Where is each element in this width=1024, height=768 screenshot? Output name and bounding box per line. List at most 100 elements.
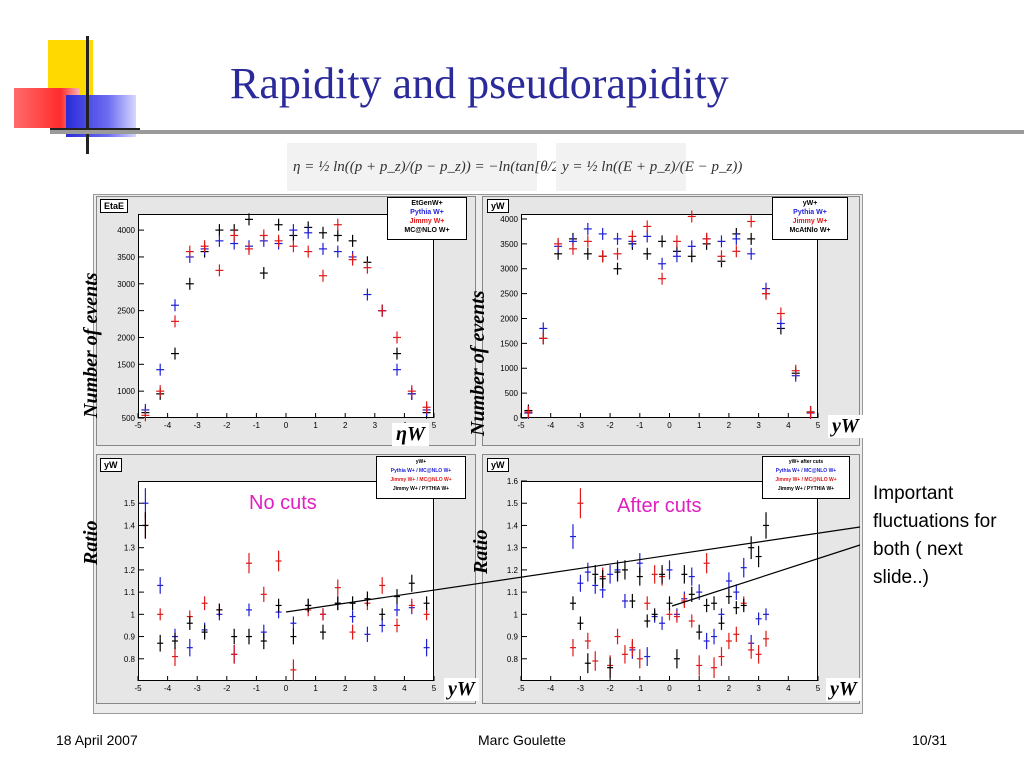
data-point (717, 235, 726, 248)
chart-etae-ylabel: Number of events (80, 272, 102, 418)
y-tick-label: 1.3 (124, 544, 136, 553)
data-point (349, 624, 356, 640)
x-tick-label: 5 (816, 421, 821, 430)
data-point (644, 614, 651, 628)
data-point (378, 304, 387, 317)
data-point (592, 565, 599, 584)
y-tick-label: 0.8 (507, 655, 519, 664)
data-point (666, 596, 673, 611)
data-point (156, 385, 165, 398)
data-point (628, 230, 637, 243)
x-tick-label: 4 (786, 421, 791, 430)
data-point (748, 641, 755, 659)
x-tick-label: 3 (756, 684, 761, 693)
data-point (643, 247, 652, 260)
data-point (216, 603, 223, 617)
data-point (806, 406, 815, 419)
data-point (755, 645, 762, 664)
data-point (569, 638, 576, 657)
data-point (725, 632, 732, 650)
data-point (333, 229, 342, 242)
data-point (231, 645, 238, 664)
data-point (290, 616, 297, 630)
data-point (740, 598, 747, 613)
x-tick-label: -2 (223, 421, 231, 430)
data-point (696, 624, 703, 640)
chart-yw-title: yW (487, 199, 509, 213)
data-point (423, 596, 430, 611)
corner-deco-hline (50, 128, 140, 131)
data-point (763, 608, 770, 621)
data-point (718, 616, 725, 630)
legend-entry: Pythia W+ (793, 209, 827, 216)
annotation-note: Important fluctuations for both ( next s… (873, 483, 997, 588)
data-point (259, 267, 268, 280)
data-point (717, 250, 726, 263)
data-point (393, 347, 401, 360)
y-tick-label: 1.2 (124, 566, 136, 575)
data-point (569, 596, 576, 611)
data-point (363, 261, 372, 274)
data-point (246, 628, 252, 645)
data-point (733, 626, 740, 642)
data-point (672, 250, 681, 263)
x-tick-label: 0 (667, 684, 672, 693)
data-point (584, 562, 591, 582)
chart-ratio-aftercuts-xlabel: yW (826, 678, 861, 701)
data-point (577, 488, 584, 519)
x-tick-label: -2 (607, 421, 615, 430)
data-point (607, 565, 614, 584)
legend-entry: EtGenW+ (411, 200, 443, 207)
x-tick-label: -4 (164, 684, 172, 693)
data-point (320, 608, 326, 621)
y-tick-label: 1.4 (124, 521, 136, 530)
data-point (763, 630, 770, 647)
data-point (289, 224, 298, 237)
y-tick-label: 0.8 (124, 655, 136, 664)
x-tick-label: 1 (313, 421, 318, 430)
x-tick-label: 4 (786, 684, 791, 693)
title-rule (50, 130, 1024, 134)
data-point (274, 218, 283, 231)
data-point (703, 598, 710, 613)
data-point (614, 628, 621, 645)
data-point (364, 626, 371, 642)
data-point (583, 247, 592, 260)
data-point (304, 226, 313, 239)
data-point (245, 242, 253, 255)
y-tick-label: 3000 (117, 280, 135, 289)
data-point (666, 560, 673, 580)
data-point (607, 657, 614, 678)
x-tick-label: -3 (194, 421, 202, 430)
data-point (260, 632, 267, 650)
data-point (290, 659, 297, 681)
data-point (584, 632, 591, 650)
y-tick-label: 500 (122, 414, 136, 423)
data-point (659, 616, 666, 630)
chart-yw-ylabel: Number of events (467, 290, 489, 436)
data-point (215, 264, 224, 277)
data-point (185, 277, 194, 290)
data-point (554, 237, 563, 250)
y-tick-label: 1000 (117, 387, 135, 396)
data-point (246, 603, 252, 617)
x-tick-label: -5 (517, 684, 525, 693)
data-point (703, 632, 710, 650)
chart-ratio-aftercuts-title: yW (487, 458, 509, 472)
data-point (171, 299, 179, 312)
data-point (747, 232, 756, 245)
data-point (644, 647, 651, 666)
y-tick-label: 0 (514, 414, 519, 423)
x-tick-label: -5 (134, 684, 142, 693)
legend-entry: yW+ (802, 200, 818, 207)
chart-ratio-aftercuts-ylabel: Ratio (470, 529, 492, 574)
x-tick-label: -5 (517, 421, 525, 430)
y-tick-label: 500 (505, 389, 519, 398)
legend-entry: Jimmy W+ / MC@NLO W+ (775, 477, 837, 483)
x-tick-label: -5 (134, 421, 142, 430)
data-point (319, 269, 327, 282)
x-tick-label: 0 (667, 421, 672, 430)
data-point (733, 601, 740, 615)
chart-ratio-nocuts-legend: yW+ Pythia W+ / MC@NLO W+ Jimmy W+ / MC@… (376, 456, 466, 499)
y-tick-label: 1.1 (124, 588, 136, 597)
